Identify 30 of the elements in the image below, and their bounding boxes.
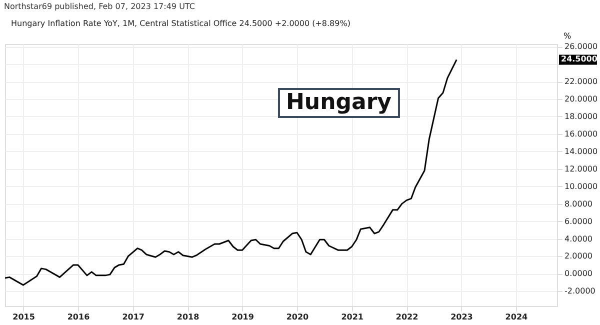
chart-subtitle: Northstar69 published, Feb 07, 2023 17:49 UTC xyxy=(4,2,195,11)
x-tick-label: 2020 xyxy=(286,312,310,322)
x-tick-label: 2023 xyxy=(450,312,473,322)
line-series xyxy=(5,58,458,286)
y-tick-label: 2.0000 xyxy=(564,252,592,261)
y-tick-label: 14.0000 xyxy=(564,146,598,156)
y-tick-label: 8.0000 xyxy=(564,199,592,208)
y-tick-label: -2.0000 xyxy=(564,286,596,296)
y-tick-label: 16.0000 xyxy=(564,129,598,138)
x-tick-label: 2019 xyxy=(232,312,254,322)
y-tick-label: 18.0000 xyxy=(564,112,598,121)
annotation: Hungary xyxy=(278,88,400,118)
y-tick-label: 20.0000 xyxy=(564,94,598,104)
x-tick-label: 2021 xyxy=(341,312,364,322)
chart-title: Hungary Inflation Rate YoY, 1M, Central Statistical Office 24.5000 +2.0000 (+8.89%) xyxy=(11,19,350,28)
y-tick-label: 26.0000 xyxy=(564,42,598,52)
x-tick-label: 2024 xyxy=(505,312,528,322)
x-tick-label: 2015 xyxy=(12,312,36,322)
y-tick-label: 6.0000 xyxy=(564,216,592,226)
y-tick-label: 12.0000 xyxy=(564,164,598,174)
x-tick-label: 2022 xyxy=(396,312,418,322)
x-tick-label: 2017 xyxy=(122,312,144,322)
y-tick-label: 22.0000 xyxy=(564,77,598,86)
y-tick-label: 4.0000 xyxy=(564,234,592,244)
text: 24.5000 xyxy=(561,54,598,64)
y-tick-label: 0.0000 xyxy=(564,269,592,278)
x-tick-label: 2018 xyxy=(176,312,200,322)
y-tick-label: 10.0000 xyxy=(564,182,598,191)
x-tick-label: 2016 xyxy=(67,312,90,322)
y-axis-title: % xyxy=(564,32,572,40)
